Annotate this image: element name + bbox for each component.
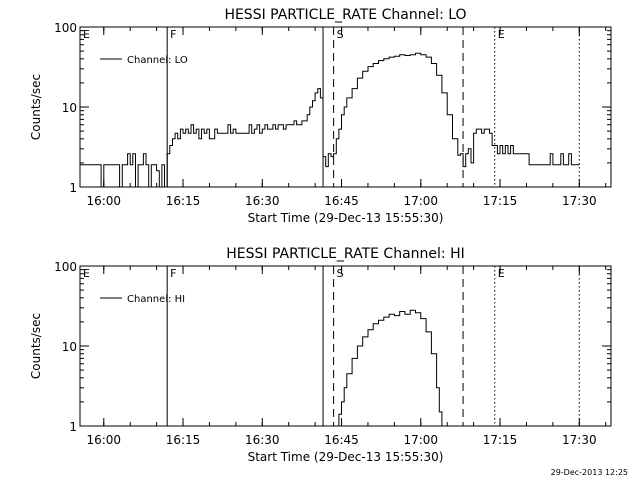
x-tick-label-16-30: 16:30 (245, 433, 280, 447)
x-tick-label-16-15: 16:15 (166, 194, 201, 208)
x-tick-label-16-00: 16:00 (86, 433, 121, 447)
x-tick-label-16-45: 16:45 (324, 433, 359, 447)
y-tick-label-100: 100 (54, 260, 77, 274)
footer-timestamp: 29-Dec-2013 12:25 (551, 468, 628, 477)
y-axis-label: Counts/sec (29, 74, 43, 140)
series-line-channel-hi (336, 309, 443, 427)
event-marker-label-e: E (83, 28, 90, 41)
chart-title: HESSI PARTICLE_RATE Channel: HI (226, 246, 464, 262)
x-tick-label-17-30: 17:30 (562, 433, 597, 447)
y-tick-label-100: 100 (54, 21, 77, 35)
event-marker-label-e: E (498, 28, 505, 41)
y-tick-label-10: 10 (62, 340, 77, 354)
x-axis-label: Start Time (29-Dec-13 15:55:30) (248, 211, 444, 225)
y-tick-label-1: 1 (69, 181, 77, 195)
legend-label: Channel: HI (127, 294, 185, 305)
y-axis-label: Counts/sec (29, 313, 43, 379)
y-tick-label-10: 10 (62, 101, 77, 115)
x-tick-label-17-15: 17:15 (483, 433, 518, 447)
chart-title: HESSI PARTICLE_RATE Channel: LO (224, 7, 466, 23)
event-marker-label-e: E (498, 267, 505, 280)
event-marker-label-f: F (170, 267, 176, 280)
y-tick-label-1: 1 (69, 420, 77, 434)
event-marker-label-s: S (337, 28, 344, 41)
x-tick-label-17-00: 17:00 (403, 194, 438, 208)
lo-channel-panel: HESSI PARTICLE_RATE Channel: LO 1 10 100 16:… (29, 7, 612, 225)
series-line-channel-lo (80, 52, 580, 188)
x-tick-label-17-15: 17:15 (483, 194, 518, 208)
event-marker-label-e: E (83, 267, 90, 280)
x-tick-label-17-00: 17:00 (403, 433, 438, 447)
x-axis-label: Start Time (29-Dec-13 15:55:30) (248, 450, 444, 464)
x-tick-label-16-00: 16:00 (86, 194, 121, 208)
event-marker-label-f: F (170, 28, 176, 41)
hi-channel-panel: HESSI PARTICLE_RATE Channel: HI 1 10 100 16:… (29, 246, 612, 464)
x-tick-label-16-15: 16:15 (166, 433, 201, 447)
x-tick-label-17-30: 17:30 (562, 194, 597, 208)
event-marker-label-s: S (337, 267, 344, 280)
x-tick-label-16-45: 16:45 (324, 194, 359, 208)
x-tick-label-16-30: 16:30 (245, 194, 280, 208)
legend-label: Channel: LO (127, 55, 188, 66)
